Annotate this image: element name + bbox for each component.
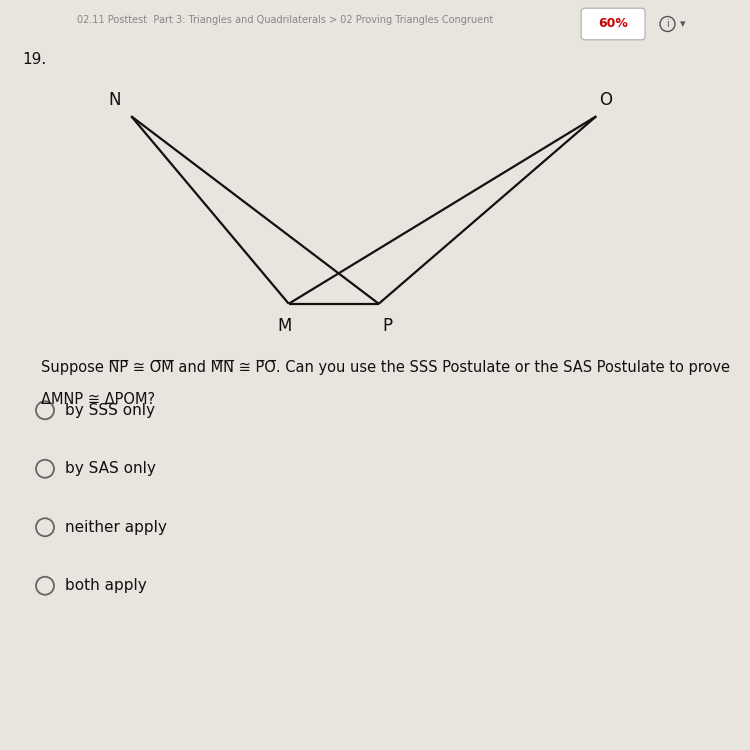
Text: Suppose N̅P̅ ≅ O̅M̅ and M̅N̅ ≅ P̅O̅. Can you use the SSS Postulate or the SAS Po: Suppose N̅P̅ ≅ O̅M̅ and M̅N̅ ≅ P̅O̅. Can… (41, 360, 730, 375)
Text: O: O (598, 91, 612, 109)
Text: 60%: 60% (598, 16, 628, 30)
FancyBboxPatch shape (581, 8, 645, 40)
Text: N: N (109, 91, 121, 109)
Text: neither apply: neither apply (65, 520, 167, 535)
Text: P: P (382, 317, 393, 335)
Text: 02.11 Posttest  Part 3: Triangles and Quadrilaterals > 02 Proving Triangles Cong: 02.11 Posttest Part 3: Triangles and Qua… (76, 15, 494, 25)
Text: both apply: both apply (65, 578, 147, 593)
Text: ΔMNP ≅ ΔPOM?: ΔMNP ≅ ΔPOM? (41, 392, 155, 406)
Text: 19.: 19. (22, 53, 46, 68)
Text: ▾: ▾ (680, 19, 686, 29)
Text: M: M (278, 317, 292, 335)
Text: by SAS only: by SAS only (65, 461, 156, 476)
Text: by SSS only: by SSS only (65, 403, 155, 418)
Text: i: i (666, 19, 669, 29)
